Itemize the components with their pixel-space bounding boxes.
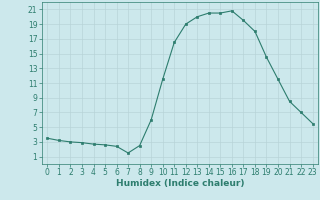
X-axis label: Humidex (Indice chaleur): Humidex (Indice chaleur) <box>116 179 244 188</box>
